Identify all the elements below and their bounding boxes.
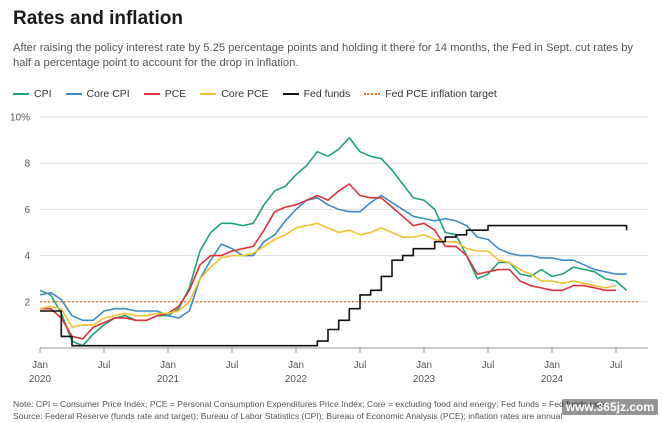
legend-item-core-cpi: Core CPI [65,88,130,100]
legend-swatch-core-pce [200,93,217,95]
x-tick-label: Jan [160,360,176,371]
x-tick-label: Jul [610,360,623,371]
y-tick-label: 6 [24,205,30,216]
legend-label-cpi: CPI [34,88,52,100]
series-line-fed-funds [40,224,628,347]
series-line-core-cpi [39,194,627,322]
legend-swatch-cpi [13,93,29,95]
watermark: www.365jz.com [561,399,658,415]
y-tick-label: 4 [24,251,30,262]
y-tick-label: 8 [24,159,30,170]
footnote: Note: CPI = Consumer Price Index; PCE = … [13,398,658,422]
legend-item-cpi: CPI [13,88,52,100]
chart-title: Rates and inflation [13,8,183,29]
x-tick-label: Jul [482,360,495,371]
legend-label-fed-funds: Fed funds [303,88,351,100]
footnote-note: Note: CPI = Consumer Price Index; PCE = … [13,399,605,409]
footnote-source: Source: Federal Reserve (funds rate and … [13,411,563,421]
y-tick-label: 2 [24,297,30,308]
legend-swatch-pce [143,93,160,95]
legend-label-core-pce: Core PCE [221,88,269,100]
series-line-pce [40,183,616,340]
legend-item-pce: PCE [143,88,187,100]
line-chart: 2 4 6 8 10% Jan 2020 Jul Jan 2021 Jul Jan 2022 Jul Jan… [10,113,648,385]
x-tick-year-label: 2022 [285,374,308,385]
legend-item-target: Fed PCE inflation target [364,88,497,100]
legend-swatch-fed-funds [282,93,299,95]
chart-subtitle: After raising the policy interest rate b… [13,42,634,69]
x-tick-year-label: 2021 [157,374,180,385]
x-tick-label: Jul [354,360,367,371]
x-tick-label: Jul [226,360,239,371]
legend-swatch-target [364,93,381,95]
x-tick-year-label: 2024 [541,374,564,385]
x-tick-year-label: 2020 [29,374,52,385]
legend-item-fed-funds: Fed funds [282,88,351,100]
x-tick-label: Jan [416,360,432,371]
x-tick-label: Jul [98,360,111,371]
legend-swatch-core-cpi [65,93,82,95]
x-tick-label: Jan [544,360,560,371]
legend: CPI Core CPI PCE Core PCE Fed funds Fed … [13,88,497,100]
y-tick-label: 10% [10,113,30,124]
series-line-core-pce [39,222,617,328]
x-tick-label: Jan [288,360,304,371]
legend-label-target: Fed PCE inflation target [385,88,497,100]
x-tick-label: Jan [32,360,48,371]
legend-label-core-cpi: Core CPI [86,88,130,100]
legend-label-pce: PCE [164,88,187,100]
x-tick-year-label: 2023 [413,374,436,385]
legend-item-core-pce: Core PCE [200,88,269,100]
